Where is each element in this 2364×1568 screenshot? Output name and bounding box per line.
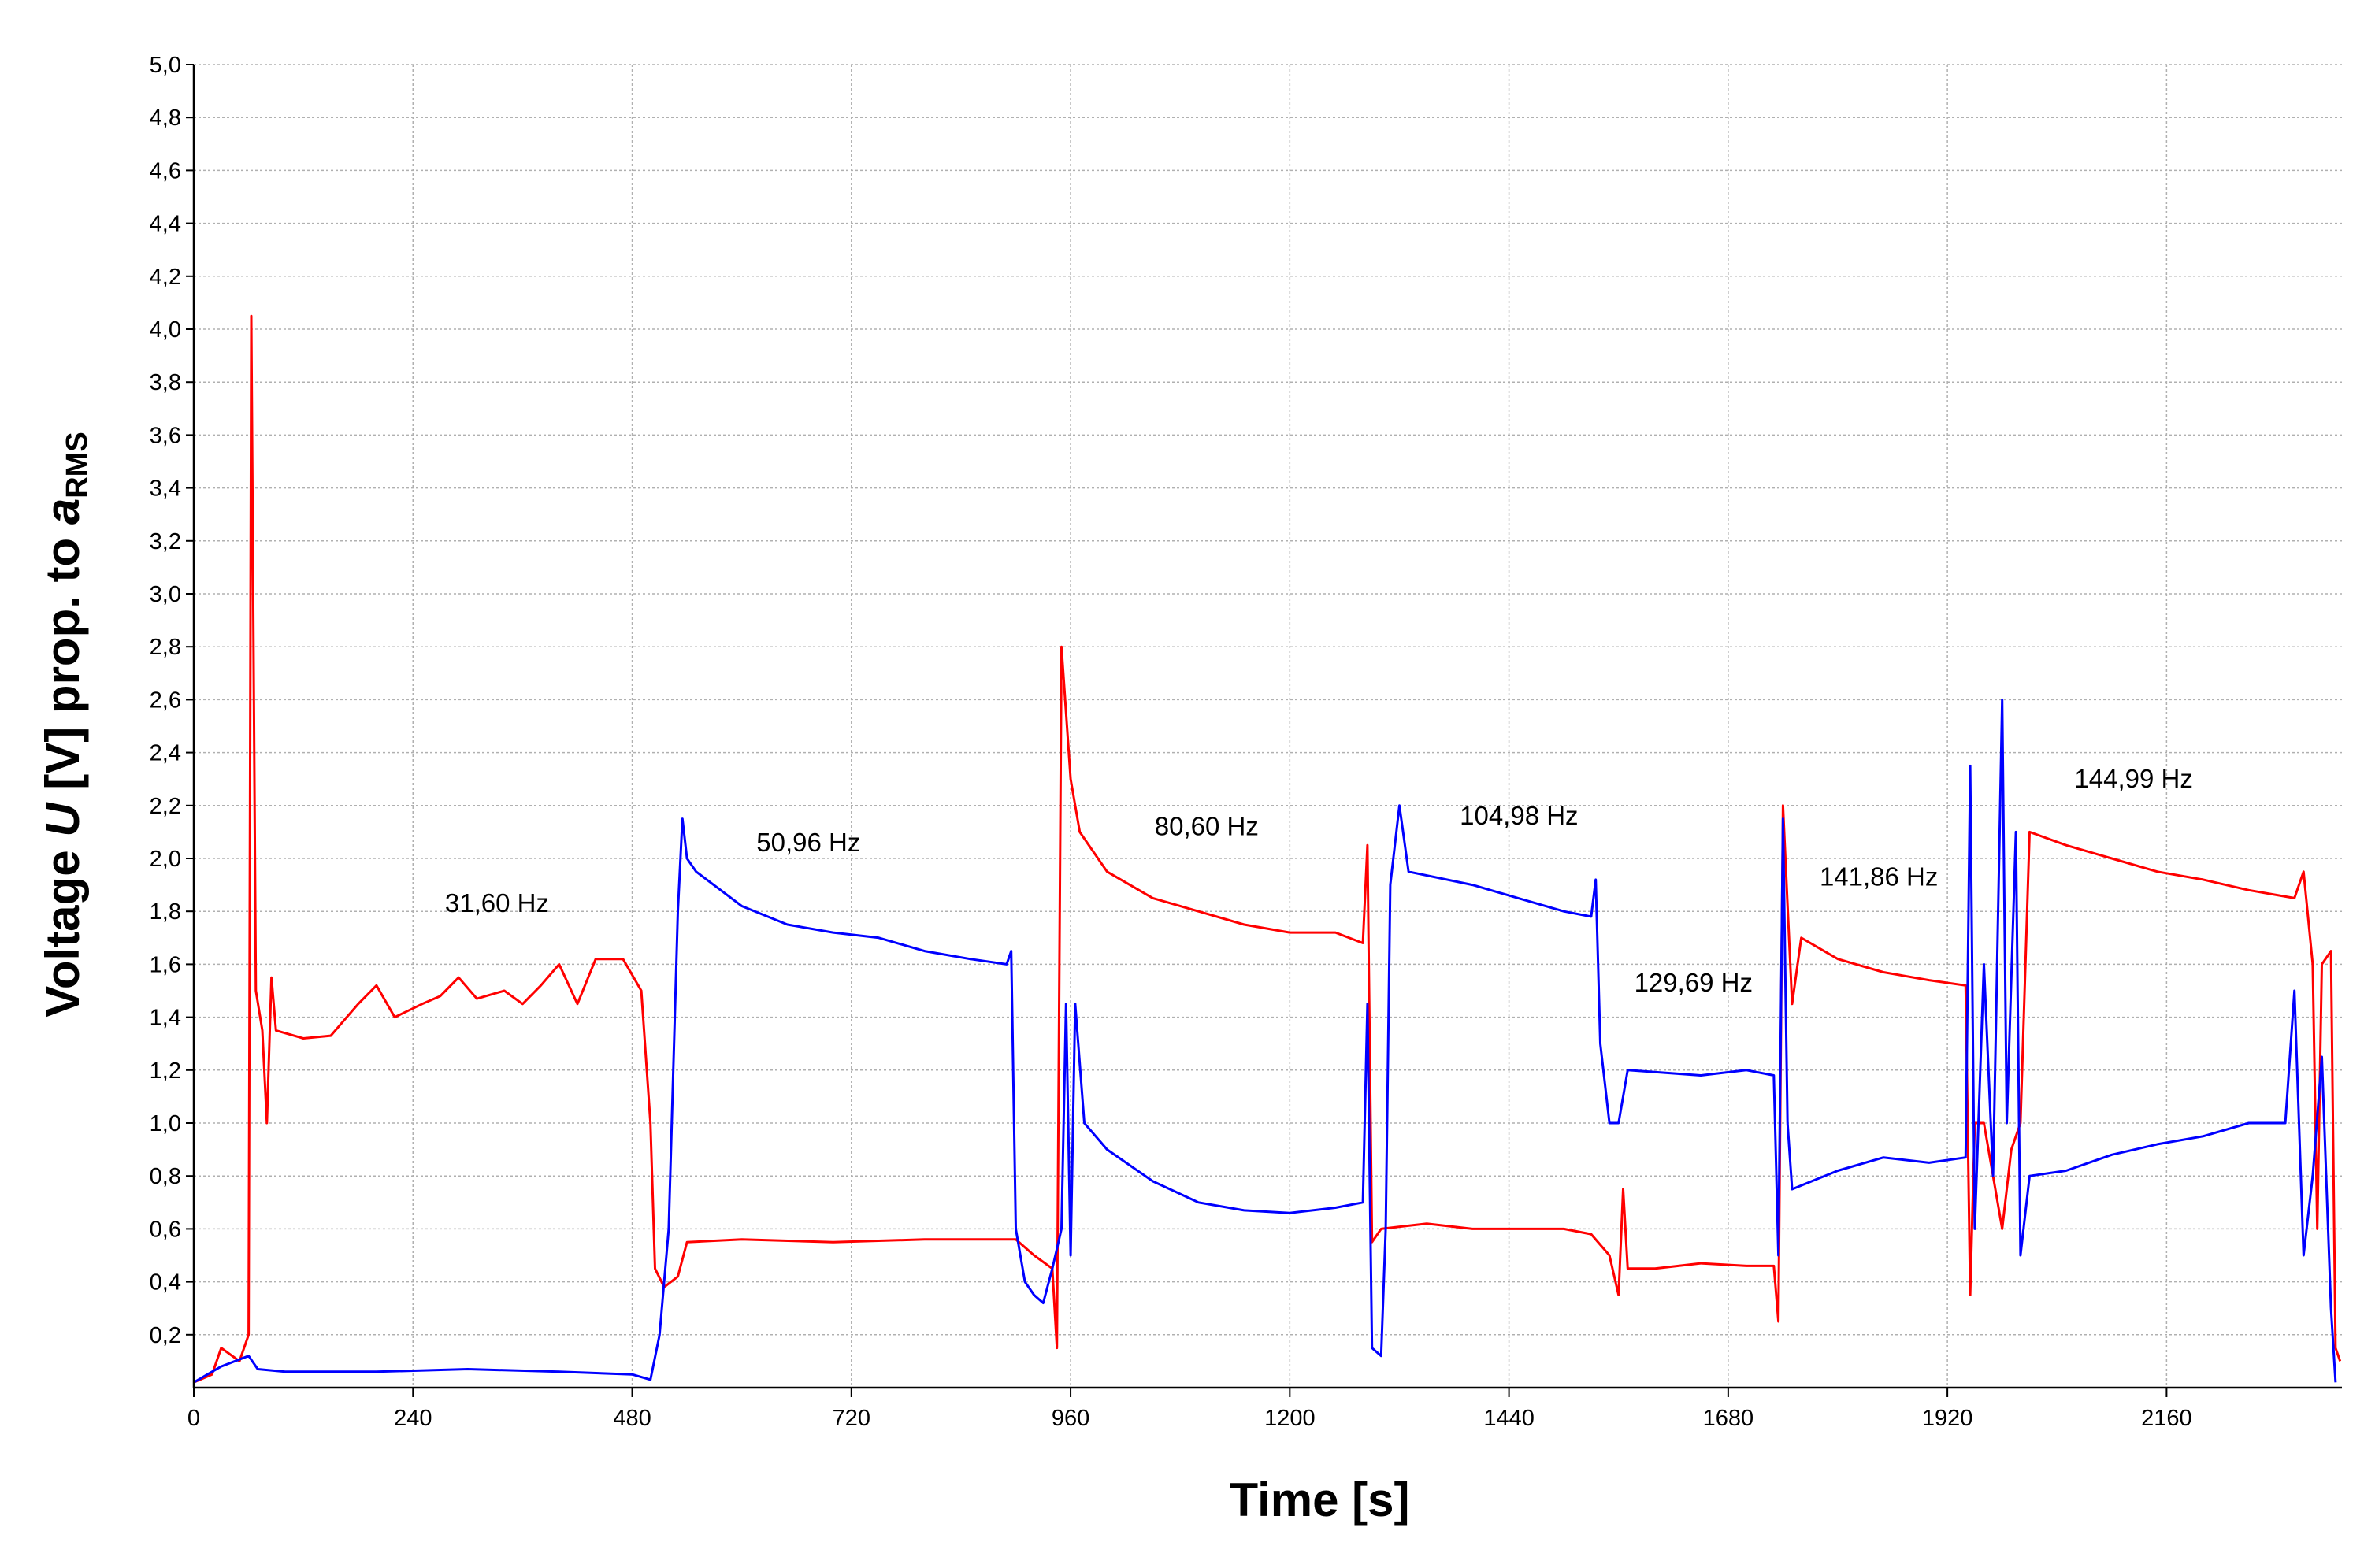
y-tick-label: 2,6 (150, 688, 181, 713)
x-tick-label: 960 (1052, 1406, 1089, 1431)
x-tick-label: 1920 (1922, 1406, 1973, 1431)
y-tick-label: 3,8 (150, 370, 181, 395)
y-title-part: a (36, 499, 89, 525)
annotation: 129,69 Hz (1635, 968, 1753, 997)
y-tick-label: 2,4 (150, 741, 181, 766)
y-title-part: U (36, 802, 89, 837)
axes: 0,2 0,4 0,6 0,8 1,0 1,2 1,4 1,6 1,8 2,0 2,2 2,4 2,6 2… (150, 53, 2342, 1431)
series-line (193, 698, 2337, 1384)
grid (193, 64, 2342, 1388)
annotation: 104,98 Hz (1460, 801, 1578, 830)
y-tick-label: 2,0 (150, 847, 181, 872)
y-tick-label: 4,0 (150, 317, 181, 343)
y-title-part: [V] prop. to (36, 525, 89, 803)
annotation: 31,60 Hz (445, 888, 549, 917)
annotation: 141,86 Hz (1820, 862, 1938, 891)
y-tick-label: 1,4 (150, 1006, 181, 1031)
x-tick-label: 1440 (1483, 1406, 1535, 1431)
y-title-subscript: RMS (61, 432, 94, 498)
x-tick-label: 0 (187, 1406, 200, 1431)
y-tick-label: 3,6 (150, 423, 181, 448)
y-tick-label: 3,2 (150, 529, 181, 554)
annotation: 144,99 Hz (2074, 764, 2192, 793)
y-tick-label: 1,8 (150, 899, 181, 925)
y-tick-label: 3,0 (150, 582, 181, 607)
x-axis-title: Time [s] (1230, 1473, 1410, 1526)
x-tick-label: 1200 (1264, 1406, 1316, 1431)
y-tick-label: 3,4 (150, 476, 181, 502)
plot-lines (193, 314, 2342, 1384)
annotation: 80,60 Hz (1155, 812, 1259, 841)
x-tick-label: 720 (833, 1406, 870, 1431)
y-tick-label: 0,6 (150, 1217, 181, 1242)
y-tick-label: 4,6 (150, 158, 181, 183)
y-tick-label: 1,2 (150, 1058, 181, 1084)
annotation: 50,96 Hz (756, 828, 860, 857)
y-tick-label: 5,0 (150, 53, 181, 78)
y-tick-label: 2,8 (150, 635, 181, 660)
y-axis-title: Voltage U [V] prop. to aRMS (36, 432, 94, 1017)
y-tick-label: 0,8 (150, 1164, 181, 1189)
y-title-part: Voltage (36, 837, 89, 1018)
x-tick-label: 1680 (1703, 1406, 1754, 1431)
y-tick-label: 4,8 (150, 106, 181, 131)
x-tick-label: 240 (394, 1406, 432, 1431)
series-line (193, 314, 2342, 1384)
y-tick-label: 0,2 (150, 1323, 181, 1348)
x-tick-label: 480 (613, 1406, 651, 1431)
y-tick-label: 1,6 (150, 952, 181, 977)
y-tick-label: 0,4 (150, 1270, 181, 1296)
y-tick-label: 4,4 (150, 212, 181, 237)
y-tick-label: 1,0 (150, 1111, 181, 1136)
x-tick-label: 2160 (2141, 1406, 2192, 1431)
y-tick-label: 4,2 (150, 265, 181, 290)
y-tick-label: 2,2 (150, 794, 181, 819)
